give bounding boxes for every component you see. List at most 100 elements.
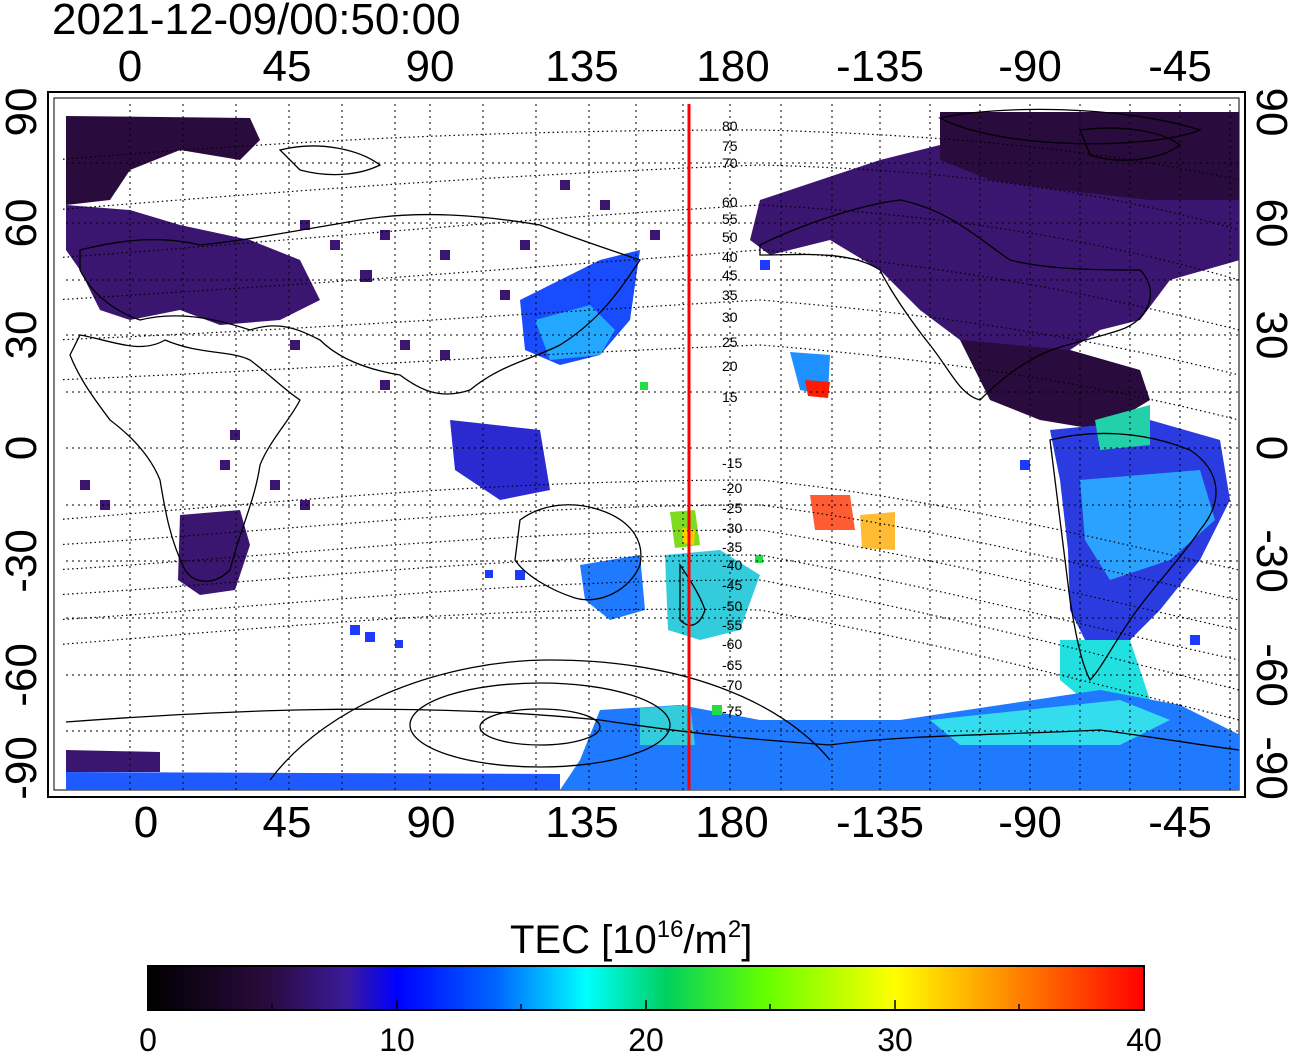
right-lat-label: 90	[1247, 87, 1294, 137]
contour-label-group: 80 75 70 60 55 50 45 40 35 30 25 20 15 -…	[722, 118, 742, 719]
colorbar-title-exponent: 16	[656, 916, 684, 943]
contour-label: 20	[722, 358, 738, 374]
tec-patch-arctic	[940, 112, 1239, 200]
right-lat-label: -90	[1247, 736, 1294, 800]
contour-label: 50	[722, 229, 738, 245]
tec-patch-antarctic-dark	[66, 750, 160, 772]
timestamp-label: 2021-12-09/00:50:00	[52, 0, 461, 44]
coastline-eurasia	[79, 213, 642, 395]
top-lon-label: -90	[998, 42, 1062, 91]
tec-patch-caribbean	[1095, 405, 1150, 450]
contour-label: -55	[722, 617, 742, 633]
contour-label: -35	[722, 539, 742, 555]
tec-patch-antarctic-west	[66, 772, 560, 790]
contour-label: -65	[722, 657, 742, 673]
contour-label: 70	[722, 155, 738, 171]
bottom-lon-label: -90	[998, 798, 1062, 847]
tec-patch-pacific-south-2	[860, 512, 895, 550]
colorbar-tick-label: 0	[139, 1022, 157, 1058]
top-lon-label: 45	[262, 42, 312, 91]
tec-patch-europe	[66, 205, 320, 325]
tec-patch-south-africa	[178, 510, 250, 595]
magnetic-latitude-contours	[63, 129, 1239, 721]
contour-label: 15	[722, 389, 738, 405]
coastline-australia	[514, 504, 642, 601]
tec-patch-south-tip	[1060, 640, 1150, 705]
contour-label: -70	[722, 677, 742, 693]
top-lon-label: 90	[405, 42, 455, 91]
coastline-south-america	[1049, 432, 1217, 682]
colorbar-tick-label: 30	[877, 1022, 913, 1058]
tec-data-layer	[66, 112, 1239, 790]
contour-label: 75	[722, 138, 738, 154]
graticule	[63, 104, 1239, 790]
right-lat-label: 30	[1247, 310, 1294, 360]
bottom-lon-label: -135	[835, 798, 925, 847]
contour-label: 25	[722, 334, 738, 350]
contour-label: -50	[722, 598, 742, 614]
bottom-lon-label: 0	[133, 798, 159, 847]
bottom-lon-label: -45	[1148, 798, 1212, 847]
tec-scattered-blue	[350, 260, 1200, 648]
left-lat-label: 60	[0, 198, 46, 248]
contour-label: -45	[722, 577, 742, 593]
colorbar-tick-label: 10	[379, 1022, 415, 1058]
bottom-lon-label: 90	[406, 798, 456, 847]
coastlines	[65, 127, 1239, 751]
colorbar-ticks	[271, 1000, 1020, 1010]
bottom-lon-label: 180	[695, 798, 769, 847]
tec-patch-australia-se	[580, 555, 645, 620]
tec-scattered-green	[640, 382, 763, 715]
coastline-africa	[69, 334, 301, 582]
left-lat-label: -60	[0, 643, 46, 707]
top-lon-label: 180	[696, 42, 770, 91]
contour-label: -40	[722, 557, 742, 573]
colorbar-title-unit: /m	[683, 918, 728, 962]
right-lat-label: 60	[1247, 198, 1294, 248]
left-lat-label: 30	[0, 310, 46, 360]
left-lat-label: 90	[0, 87, 46, 137]
contour-label: 80	[722, 118, 738, 134]
contour-label: 30	[722, 309, 738, 325]
right-lat-label: -60	[1247, 643, 1294, 707]
contour-label: -25	[722, 500, 742, 516]
left-lat-label: -30	[0, 529, 46, 593]
contour-label: 55	[722, 211, 738, 227]
left-lat-label: 0	[0, 435, 46, 461]
top-lon-label: -45	[1148, 42, 1212, 91]
tec-patch-ross	[640, 705, 695, 745]
tec-patch-europe-north	[66, 116, 260, 205]
contour-label: -15	[722, 455, 742, 471]
colorbar-title-unit-exponent: 2	[727, 916, 742, 943]
contour-label: -30	[722, 520, 742, 536]
colorbar-title-prefix: TEC [10	[510, 918, 657, 962]
right-lat-label: -30	[1247, 529, 1294, 593]
tec-patch-hawaii-peak	[805, 380, 830, 398]
colorbar-title: TEC [1016/m2]	[510, 905, 752, 965]
colorbar-tick-label: 40	[1126, 1022, 1162, 1058]
contour-label: 45	[722, 267, 738, 283]
tec-patch-south-america-mid	[1080, 470, 1215, 580]
contour-label: -20	[722, 480, 742, 496]
coastline-north-america	[759, 199, 1151, 401]
auroral-oval-contours	[269, 108, 1202, 781]
top-lon-label: 0	[117, 42, 143, 91]
top-lon-label: 135	[545, 42, 619, 91]
tec-patch-central-america	[960, 340, 1150, 430]
contour-label: -75	[722, 703, 742, 719]
coastline-antarctica	[65, 708, 1239, 751]
top-lon-label: -135	[835, 42, 925, 91]
tec-scattered-cells	[80, 180, 660, 510]
contour-label: 35	[722, 287, 738, 303]
colorbar-tick-label: 20	[628, 1022, 664, 1058]
left-lat-label: -90	[0, 736, 46, 800]
tec-patch-se-asia	[450, 420, 550, 500]
bottom-lon-label: 45	[262, 798, 312, 847]
contour-label: 60	[722, 194, 738, 210]
colorbar-title-suffix: ]	[741, 918, 753, 962]
contour-label: 40	[722, 249, 738, 265]
coastline-greenland	[1079, 127, 1182, 161]
tec-patch-japan-high	[535, 305, 615, 360]
contour-label: -60	[722, 636, 742, 652]
